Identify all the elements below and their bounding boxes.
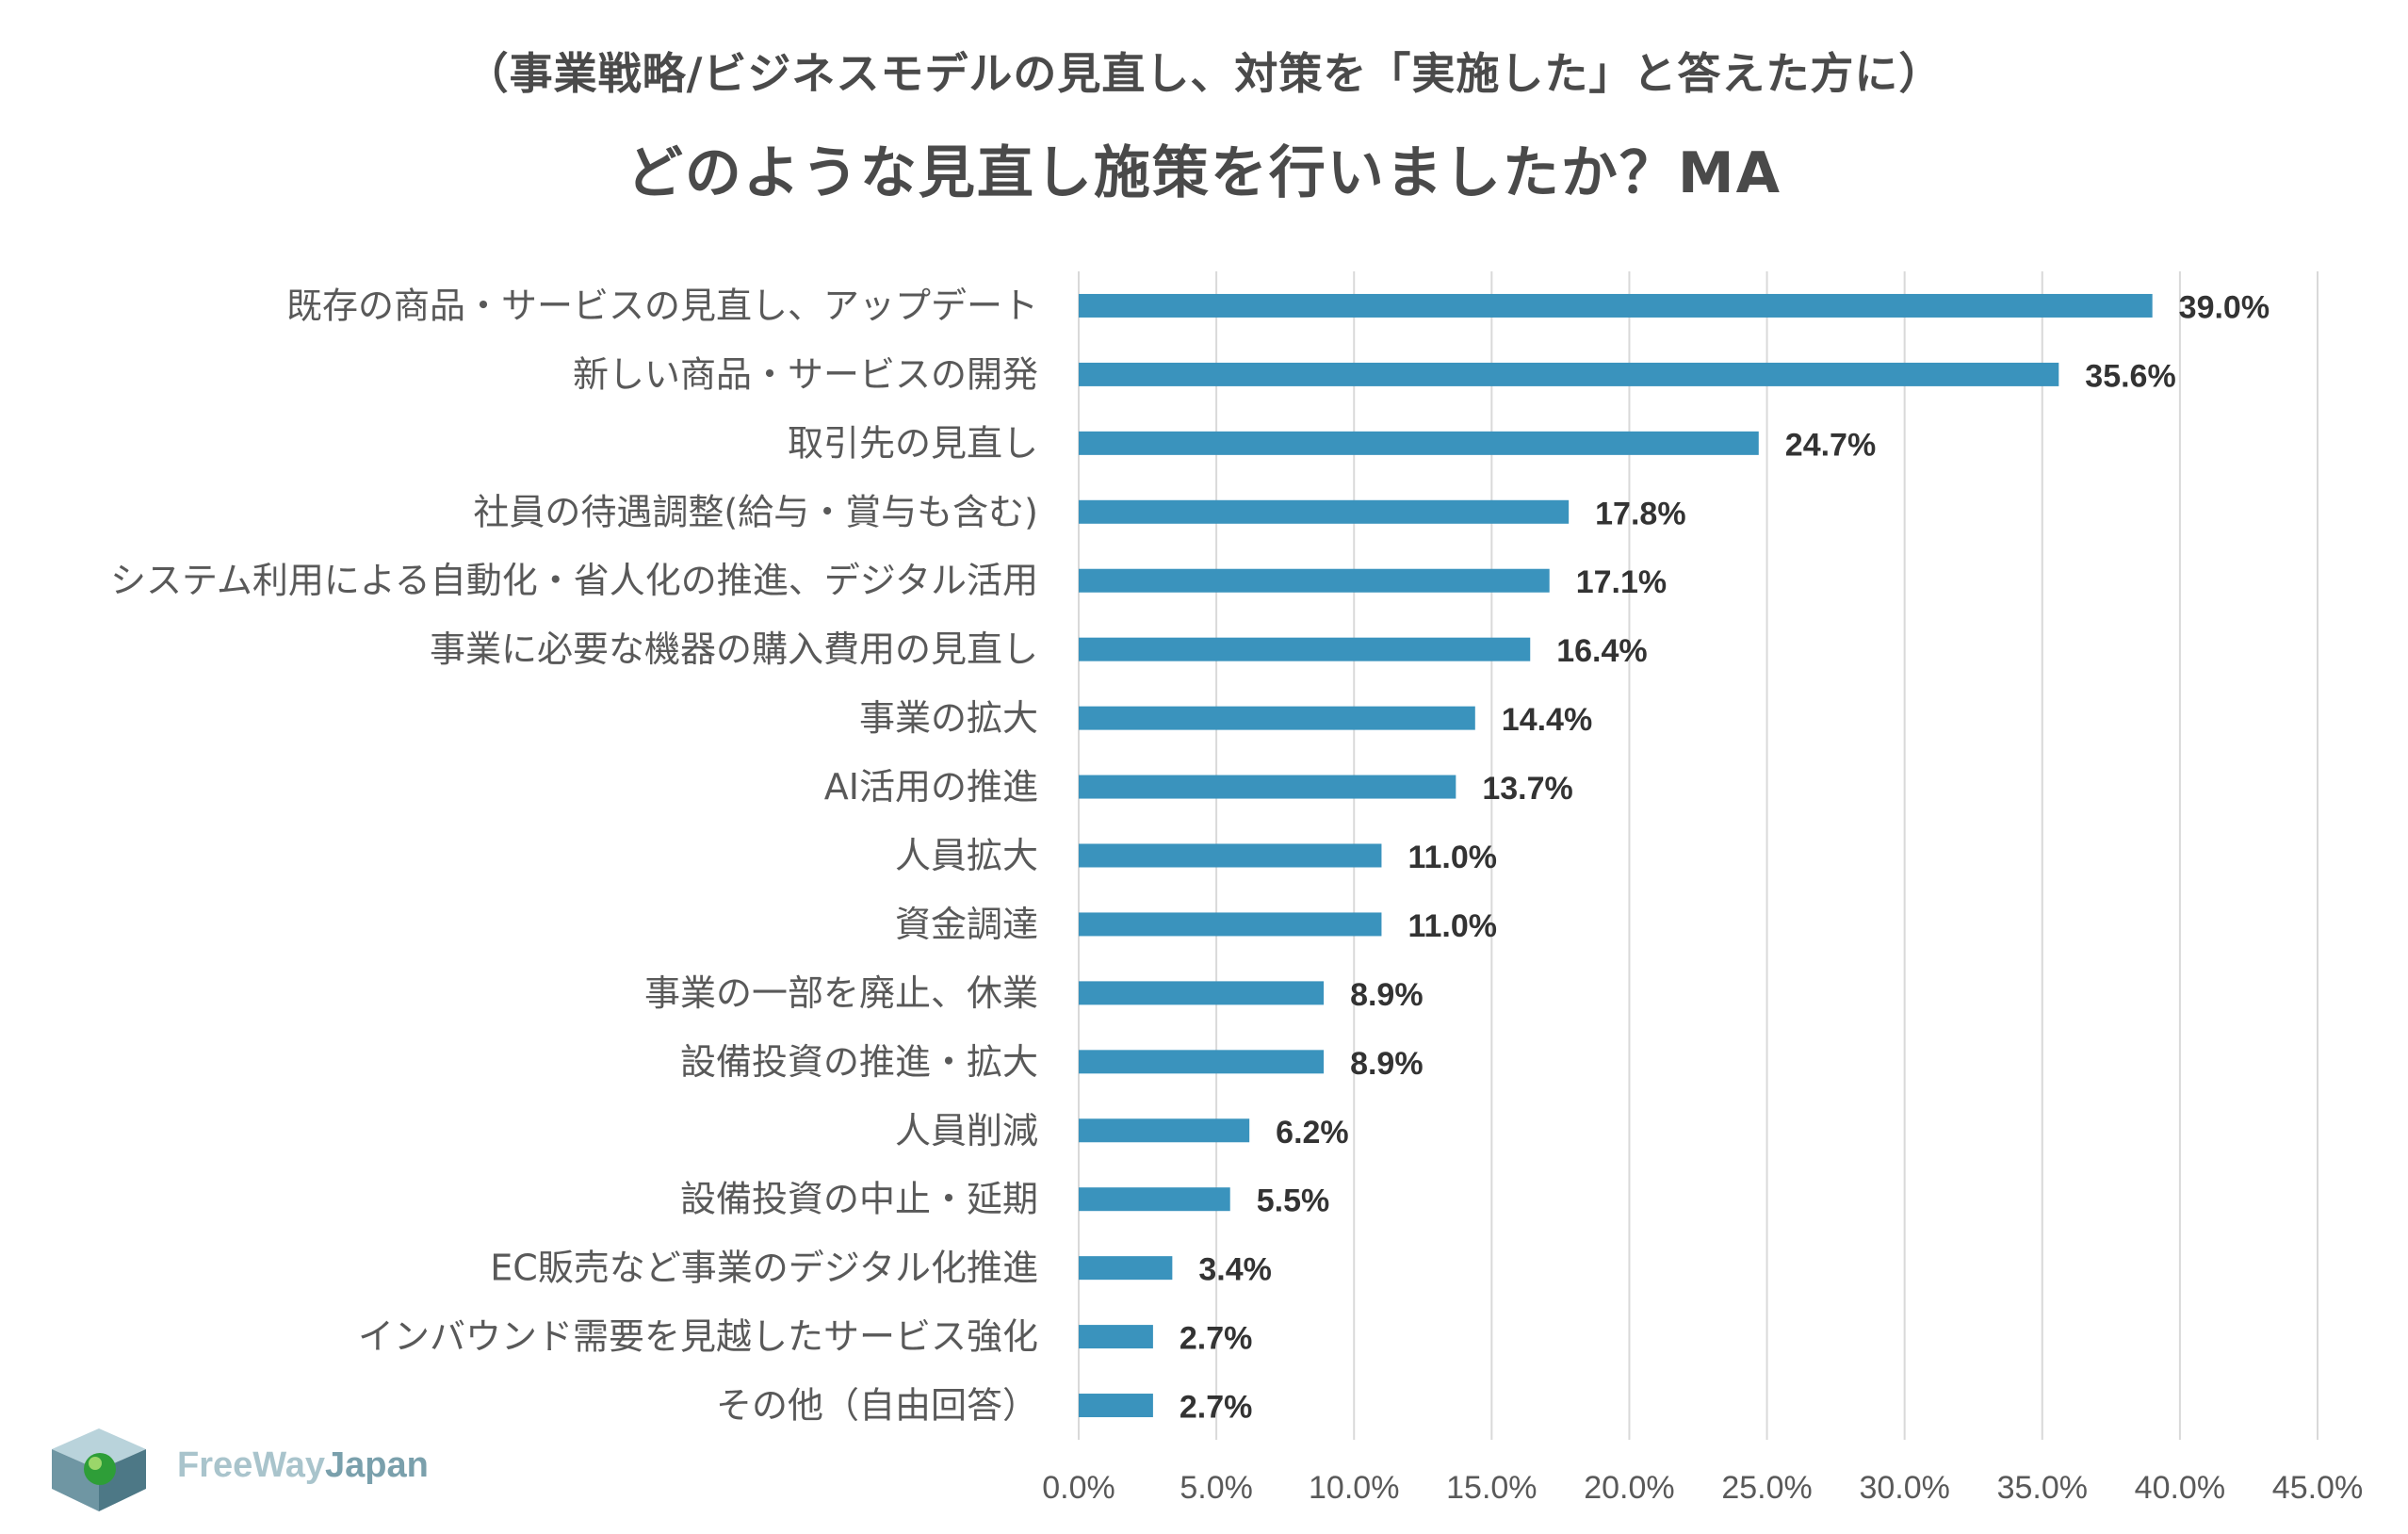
category-label: 事業の拡大 (859, 697, 1038, 739)
category-label: 人員削減 (895, 1110, 1038, 1151)
category-label: 社員の待遇調整(給与・賞与も含む) (473, 491, 1038, 532)
data-label: 35.6% (2085, 358, 2175, 394)
category-label: 既存の商品・サービスの見直し、アップデート (286, 285, 1038, 326)
freewayjapan-logo-icon (52, 1428, 146, 1511)
bar (1079, 637, 1531, 661)
logo-text-japan: Japan (325, 1445, 429, 1485)
bar (1079, 981, 1325, 1005)
bar (1079, 362, 2059, 386)
x-tick-label: 40.0% (2135, 1470, 2225, 1506)
data-label: 39.0% (2179, 289, 2270, 325)
bar (1079, 1325, 1153, 1349)
x-tick-label: 45.0% (2272, 1470, 2363, 1506)
data-label: 13.7% (1482, 771, 1572, 807)
bar (1079, 431, 1759, 455)
data-label: 8.9% (1350, 977, 1424, 1013)
x-tick-label: 5.0% (1180, 1470, 1253, 1506)
category-label: AI活用の推進 (824, 766, 1038, 808)
x-tick-label: 35.0% (1997, 1470, 2088, 1506)
x-tick-label: 30.0% (1859, 1470, 1949, 1506)
data-label: 3.4% (1198, 1252, 1272, 1288)
data-label: 14.4% (1502, 702, 1592, 738)
data-label: 17.1% (1576, 564, 1667, 600)
chart-title: どのような見直し施策を行いましたか？MA (626, 140, 1782, 206)
x-tick-label: 0.0% (1042, 1470, 1115, 1506)
x-tick-label: 10.0% (1309, 1470, 1399, 1506)
category-label: システム利用による自動化・省人化の推進、デジタル活用 (110, 560, 1038, 601)
x-tick-label: 20.0% (1584, 1470, 1674, 1506)
bar (1079, 1050, 1325, 1074)
bar (1079, 912, 1382, 937)
bar (1079, 1118, 1250, 1143)
bar (1079, 706, 1475, 730)
category-label: インバウンド需要を見越したサービス強化 (358, 1316, 1038, 1358)
category-label: 設備投資の中止・延期 (680, 1179, 1038, 1220)
logo-text-freeway: FreeWay (177, 1445, 325, 1485)
data-label: 2.7% (1180, 1390, 1253, 1426)
bar (1079, 293, 2153, 318)
bar (1079, 568, 1550, 593)
data-label: 5.5% (1257, 1183, 1330, 1219)
category-label: 事業の一部を廃止、休業 (644, 972, 1038, 1014)
bar (1079, 1256, 1173, 1281)
bar (1079, 775, 1456, 799)
category-label: 設備投資の推進・拡大 (680, 1041, 1038, 1083)
category-label: 新しい商品・サービスの開発 (573, 353, 1038, 395)
data-label: 11.0% (1407, 908, 1497, 944)
x-tick-label: 15.0% (1446, 1470, 1537, 1506)
category-label: 事業に必要な機器の購入費用の見直し (430, 628, 1038, 670)
bar (1079, 1187, 1230, 1212)
data-label: 2.7% (1180, 1321, 1253, 1357)
category-label: EC販売など事業のデジタル化推進 (490, 1248, 1038, 1289)
category-label: その他（自由回答） (716, 1385, 1038, 1427)
category-label: 資金調達 (895, 904, 1038, 945)
company-logo-text: FreeWayJapan (177, 1445, 429, 1486)
bar (1079, 843, 1382, 868)
bar (1079, 1394, 1153, 1418)
bar (1079, 499, 1570, 524)
data-label: 24.7% (1785, 427, 1876, 463)
x-tick-label: 25.0% (1721, 1470, 1812, 1506)
data-label: 6.2% (1276, 1115, 1349, 1150)
data-label: 17.8% (1595, 496, 1685, 531)
data-label: 11.0% (1407, 840, 1497, 875)
data-label: 16.4% (1556, 633, 1647, 669)
data-label: 8.9% (1350, 1046, 1424, 1082)
category-label: 取引先の見直し (788, 422, 1038, 464)
chart-subtitle: （事業戦略/ビジネスモデルの見直し、対策を「実施した」と答えた方に） (464, 48, 1944, 99)
category-label: 人員拡大 (895, 835, 1038, 876)
